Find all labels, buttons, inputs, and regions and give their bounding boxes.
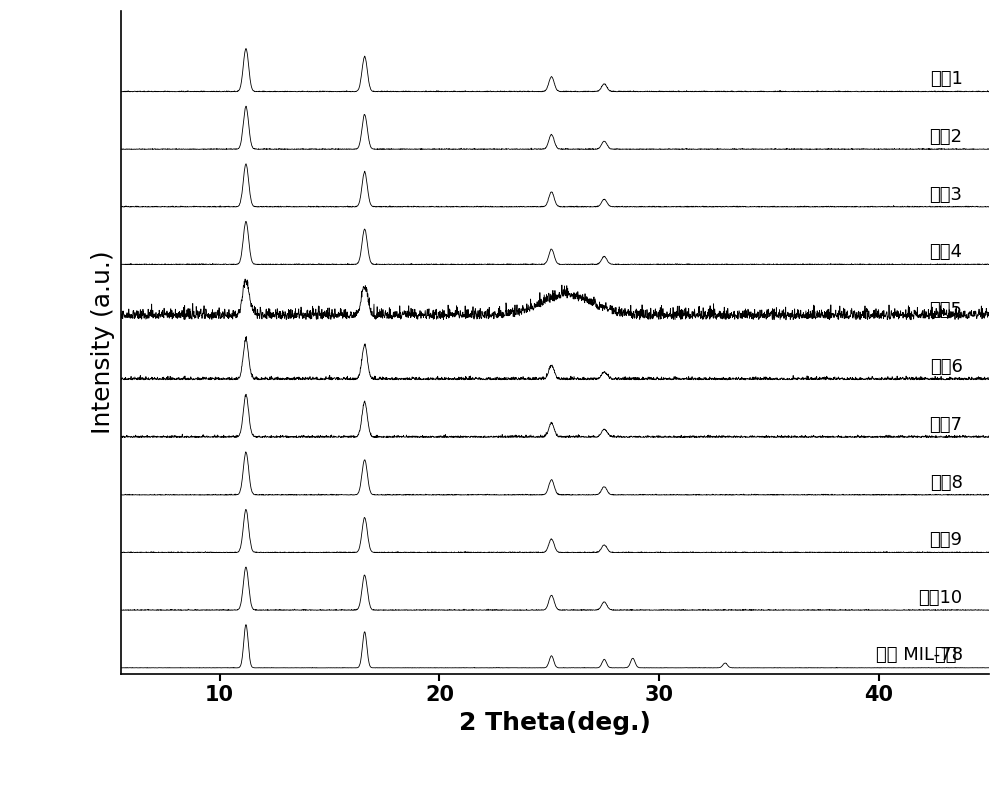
Text: 样哈5: 样哈5 — [930, 301, 963, 319]
Text: 标准 MIL-78: 标准 MIL-78 — [876, 646, 963, 664]
Text: 样哈7: 样哈7 — [930, 416, 963, 434]
Text: 样哈10: 样哈10 — [918, 589, 963, 607]
Text: 样哈1: 样哈1 — [930, 71, 963, 88]
X-axis label: 2 Theta(deg.): 2 Theta(deg.) — [459, 711, 651, 735]
Text: 样哈4: 样哈4 — [930, 243, 963, 261]
Text: 样哈8: 样哈8 — [930, 474, 963, 491]
Y-axis label: Intensity (a.u.): Intensity (a.u.) — [91, 251, 115, 434]
Text: 样哈2: 样哈2 — [930, 128, 963, 146]
Text: 样哈9: 样哈9 — [930, 531, 963, 549]
Text: 样哈6: 样哈6 — [930, 358, 963, 376]
Text: 样哈3: 样哈3 — [930, 186, 963, 204]
Text: 标准: 标准 — [935, 646, 963, 664]
